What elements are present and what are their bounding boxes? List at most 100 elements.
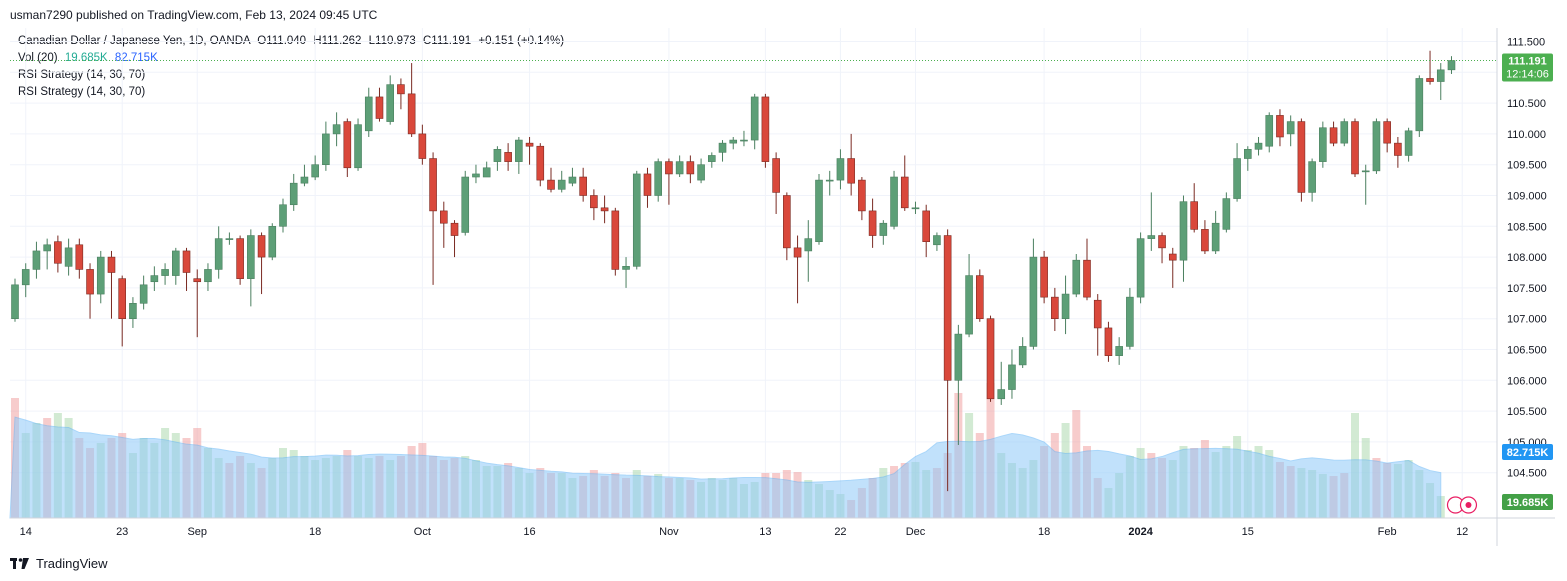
- candle-body: [933, 235, 941, 246]
- candle-body: [268, 226, 277, 258]
- candle-body: [493, 149, 502, 162]
- x-tick-label: 16: [523, 526, 535, 538]
- candle-body: [1190, 201, 1198, 230]
- candle-body: [397, 84, 405, 95]
- candle-body: [1254, 142, 1263, 150]
- candle-body: [1168, 253, 1177, 261]
- candle-body: [1404, 130, 1413, 156]
- candle-body: [161, 269, 169, 276]
- y-tick-label: 107.500: [1507, 283, 1547, 295]
- x-tick-label: 22: [834, 526, 846, 538]
- volume-badge-label: 19.685K: [1507, 497, 1549, 509]
- candle-body: [279, 204, 287, 227]
- candle-body: [11, 284, 19, 320]
- candle-body: [1201, 229, 1209, 252]
- candle-body: [997, 389, 1006, 400]
- candle-body: [665, 161, 673, 175]
- candle-body: [386, 84, 395, 122]
- candle-body: [632, 173, 641, 267]
- candle-body: [64, 247, 73, 267]
- candle-body: [1179, 201, 1188, 261]
- candle-body: [86, 269, 94, 295]
- candle-body: [536, 145, 545, 181]
- candle-body: [182, 250, 191, 273]
- candle-body: [429, 158, 437, 212]
- candle-body: [697, 164, 705, 181]
- y-tick-label: 109.000: [1507, 191, 1547, 203]
- candle-body: [740, 139, 748, 142]
- candle-body: [804, 238, 813, 252]
- candle-body: [1329, 127, 1338, 144]
- candle-body: [547, 179, 555, 190]
- candle-body: [43, 244, 51, 252]
- candle-body: [1426, 78, 1434, 82]
- volume-ma-value: 82.715K: [114, 52, 158, 64]
- candle-body: [1147, 235, 1156, 239]
- candle-body: [354, 124, 362, 169]
- candle-body: [343, 121, 352, 169]
- y-tick-label: 106.000: [1507, 375, 1547, 387]
- candle-body: [1126, 296, 1134, 347]
- candle-body: [686, 161, 695, 175]
- candle-body: [707, 155, 716, 162]
- candle-body: [590, 195, 598, 209]
- candle-body: [172, 250, 180, 276]
- countdown-label: 12:14:06: [1506, 69, 1549, 81]
- candlestick-chart[interactable]: 111.500111.000110.500110.000109.500109.0…: [0, 0, 1567, 550]
- candle-body: [783, 195, 791, 249]
- candle-body: [825, 179, 834, 182]
- indicator-legend-2[interactable]: RSI Strategy (14, 30, 70): [18, 86, 146, 98]
- x-tick-label: Dec: [906, 526, 926, 538]
- tradingview-logo[interactable]: TradingView: [10, 556, 108, 571]
- candle-body: [1083, 259, 1091, 298]
- candle-body: [1394, 142, 1402, 156]
- volume-ma-area: [9, 416, 1442, 519]
- candle-body: [600, 207, 609, 212]
- candle-body: [214, 238, 223, 270]
- candle-body: [139, 284, 148, 304]
- candle-body: [793, 247, 802, 258]
- x-tick-label: 13: [759, 526, 771, 538]
- candle-body: [1372, 121, 1381, 172]
- volume-ma-badge-label: 82.715K: [1507, 447, 1549, 459]
- candle-body: [257, 235, 266, 258]
- tradingview-brand: TradingView: [36, 556, 108, 571]
- candle-body: [611, 210, 620, 270]
- x-tick-label: 18: [309, 526, 321, 538]
- candle-body: [729, 139, 738, 144]
- y-tick-label: 106.500: [1507, 345, 1547, 357]
- candle-body: [1276, 115, 1284, 138]
- candle-body: [954, 333, 963, 381]
- candle-body: [1383, 121, 1391, 144]
- candle-body: [1351, 121, 1359, 175]
- candle-body: [1136, 238, 1145, 298]
- candle-body: [772, 158, 780, 193]
- y-tick-label: 111.500: [1507, 37, 1545, 49]
- candle-body: [461, 176, 470, 233]
- candle-body: [54, 241, 62, 264]
- y-tick-label: 109.500: [1507, 160, 1547, 172]
- candle-body: [965, 275, 973, 335]
- candle-body: [21, 269, 30, 286]
- strategy-signal-dot-icon: [1465, 502, 1472, 508]
- candle-body: [322, 133, 330, 165]
- candle-body: [407, 93, 416, 135]
- tradingview-logo-icon: [10, 557, 29, 569]
- candle-body: [107, 256, 116, 273]
- candle-body: [75, 244, 84, 270]
- candle-body: [1051, 296, 1059, 320]
- candle-body: [718, 142, 727, 153]
- candle-body: [911, 207, 920, 210]
- candle-body: [193, 278, 202, 283]
- candle-body: [515, 139, 523, 162]
- volume-legend[interactable]: Vol (20) 19.685K 82.715K: [18, 52, 158, 64]
- x-tick-label: 23: [116, 526, 128, 538]
- candle-body: [504, 152, 512, 162]
- candle-body: [1029, 256, 1038, 347]
- candle-body: [1286, 121, 1295, 135]
- volume-label: Vol (20): [18, 52, 58, 64]
- x-tick-label: 18: [1038, 526, 1050, 538]
- candle-body: [750, 96, 759, 141]
- candle-body: [900, 176, 909, 209]
- candle-body: [568, 176, 577, 184]
